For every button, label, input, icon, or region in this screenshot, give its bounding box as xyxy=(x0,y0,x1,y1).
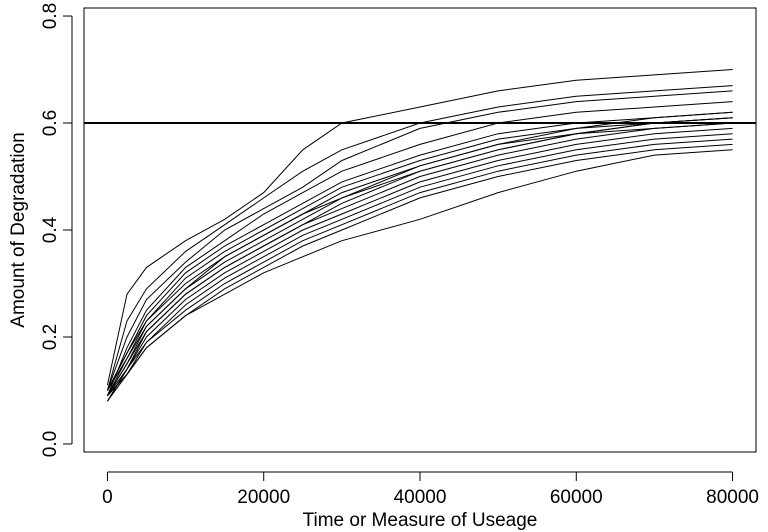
x-ticks: 0 20000 40000 60000 80000 xyxy=(102,472,759,508)
degradation-path xyxy=(106,101,733,396)
y-axis-title: Amount of Degradation xyxy=(8,132,29,327)
x-axis-title: Time or Measure of Useage xyxy=(303,510,538,531)
series-lines xyxy=(106,69,733,402)
x-tick-label: 40000 xyxy=(394,487,447,508)
y-axis: 0.0 0.2 0.4 0.6 0.8 Amount of Degradatio… xyxy=(8,3,73,457)
degradation-path xyxy=(106,122,733,397)
degradation-path xyxy=(106,90,733,391)
y-tick-label: 0.4 xyxy=(40,216,61,243)
degradation-path xyxy=(106,85,733,391)
y-tick-label: 0.8 xyxy=(40,3,61,29)
degradation-path xyxy=(107,138,733,397)
degradation-path xyxy=(106,149,733,402)
x-tick-label: 60000 xyxy=(550,487,603,508)
degradation-path xyxy=(106,69,733,386)
degradation-path xyxy=(106,127,733,397)
x-tick-label: 20000 xyxy=(237,487,290,508)
degradation-path xyxy=(106,111,733,391)
y-tick-label: 0.2 xyxy=(40,324,61,350)
plot-frame xyxy=(83,7,757,453)
y-ticks: 0.0 0.2 0.4 0.6 0.8 xyxy=(40,3,72,457)
x-axis: 0 20000 40000 60000 80000 Time or Measur… xyxy=(102,471,759,531)
x-tick-label: 80000 xyxy=(706,487,759,508)
x-tick-label: 0 xyxy=(102,487,113,508)
y-tick-label: 0.6 xyxy=(40,110,61,136)
y-tick-label: 0.0 xyxy=(40,431,61,457)
